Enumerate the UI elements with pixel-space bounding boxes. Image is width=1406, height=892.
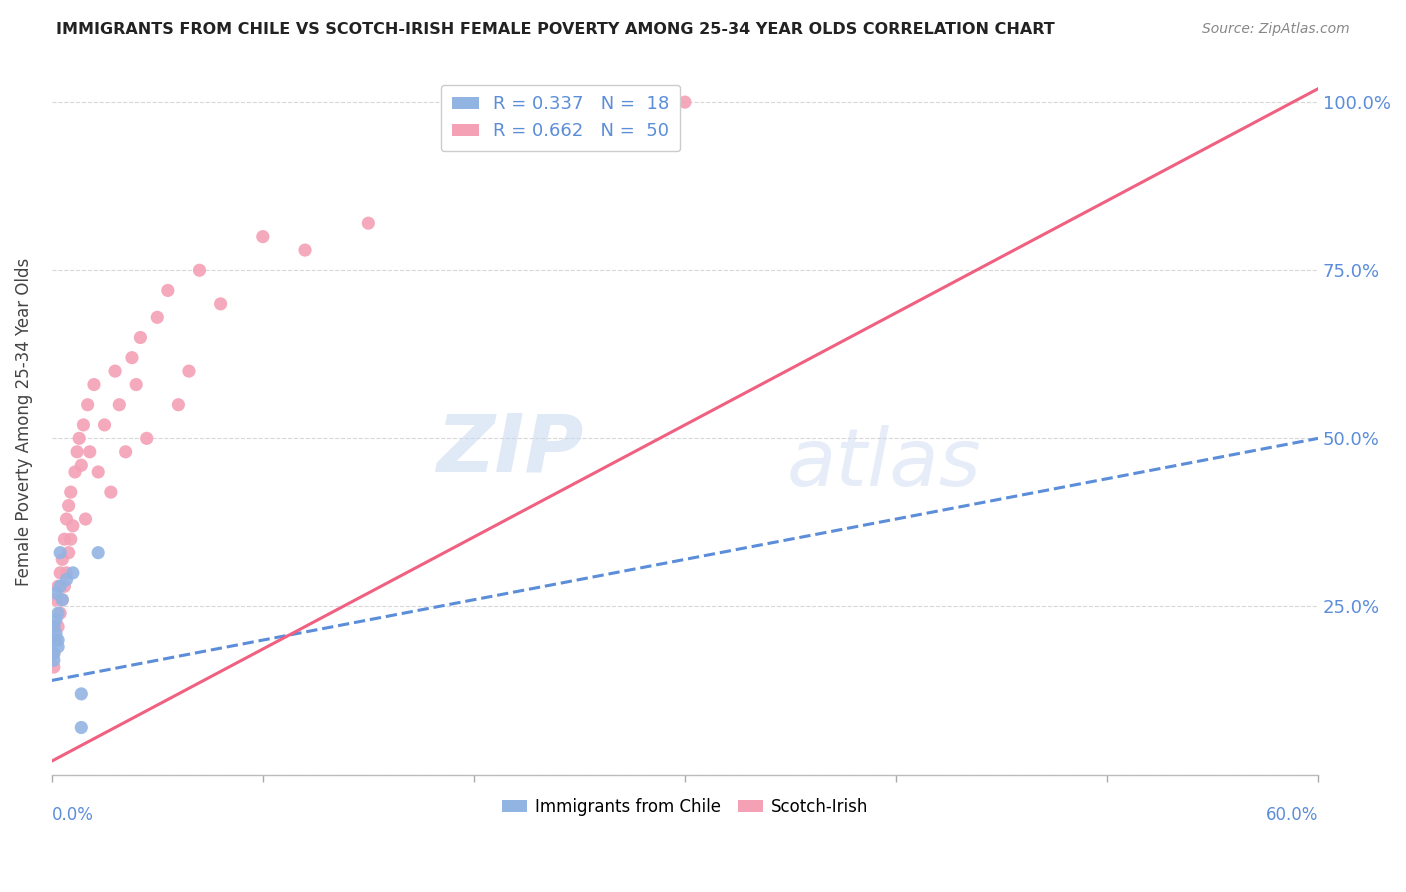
Point — [63, 465, 86, 479]
Point — [46, 633, 69, 648]
Point — [673, 95, 696, 110]
Point — [51, 592, 73, 607]
Point — [58, 499, 80, 513]
Point — [177, 364, 200, 378]
Point — [45, 633, 67, 648]
Point — [125, 377, 148, 392]
Point — [45, 586, 67, 600]
Point — [146, 310, 169, 325]
Point — [51, 552, 73, 566]
Text: 60.0%: 60.0% — [1265, 806, 1319, 824]
Point — [59, 533, 82, 547]
Point — [49, 546, 72, 560]
Point — [42, 647, 65, 661]
Point — [42, 653, 65, 667]
Point — [55, 566, 77, 580]
Point — [108, 398, 131, 412]
Point — [49, 579, 72, 593]
Point — [252, 229, 274, 244]
Point — [53, 533, 76, 547]
Point — [49, 566, 72, 580]
Point — [104, 364, 127, 378]
Point — [75, 512, 97, 526]
Point — [70, 687, 93, 701]
Point — [45, 626, 67, 640]
Text: atlas: atlas — [786, 425, 981, 503]
Point — [294, 243, 316, 257]
Point — [55, 512, 77, 526]
Legend: Immigrants from Chile, Scotch-Irish: Immigrants from Chile, Scotch-Irish — [495, 791, 875, 822]
Point — [62, 518, 84, 533]
Point — [55, 573, 77, 587]
Point — [46, 620, 69, 634]
Point — [79, 445, 101, 459]
Point — [42, 620, 65, 634]
Point — [51, 592, 73, 607]
Point — [45, 592, 67, 607]
Point — [46, 606, 69, 620]
Point — [42, 633, 65, 648]
Point — [42, 620, 65, 634]
Point — [72, 417, 94, 432]
Point — [631, 128, 654, 143]
Point — [59, 485, 82, 500]
Point — [87, 465, 110, 479]
Point — [42, 660, 65, 674]
Point — [76, 398, 98, 412]
Point — [135, 431, 157, 445]
Point — [70, 721, 93, 735]
Point — [46, 579, 69, 593]
Point — [58, 546, 80, 560]
Text: ZIP: ZIP — [436, 411, 583, 489]
Point — [70, 458, 93, 473]
Point — [49, 606, 72, 620]
Text: Source: ZipAtlas.com: Source: ZipAtlas.com — [1202, 22, 1350, 37]
Point — [42, 647, 65, 661]
Point — [114, 445, 136, 459]
Point — [209, 297, 232, 311]
Point — [93, 417, 115, 432]
Point — [66, 445, 89, 459]
Point — [100, 485, 122, 500]
Text: IMMIGRANTS FROM CHILE VS SCOTCH-IRISH FEMALE POVERTY AMONG 25-34 YEAR OLDS CORRE: IMMIGRANTS FROM CHILE VS SCOTCH-IRISH FE… — [56, 22, 1054, 37]
Point — [53, 579, 76, 593]
Point — [46, 640, 69, 654]
Point — [67, 431, 90, 445]
Point — [129, 330, 152, 344]
Point — [121, 351, 143, 365]
Point — [45, 613, 67, 627]
Y-axis label: Female Poverty Among 25-34 Year Olds: Female Poverty Among 25-34 Year Olds — [15, 258, 32, 586]
Point — [62, 566, 84, 580]
Point — [167, 398, 190, 412]
Point — [87, 546, 110, 560]
Point — [357, 216, 380, 230]
Text: 0.0%: 0.0% — [52, 806, 94, 824]
Point — [188, 263, 211, 277]
Point — [156, 284, 179, 298]
Point — [83, 377, 105, 392]
